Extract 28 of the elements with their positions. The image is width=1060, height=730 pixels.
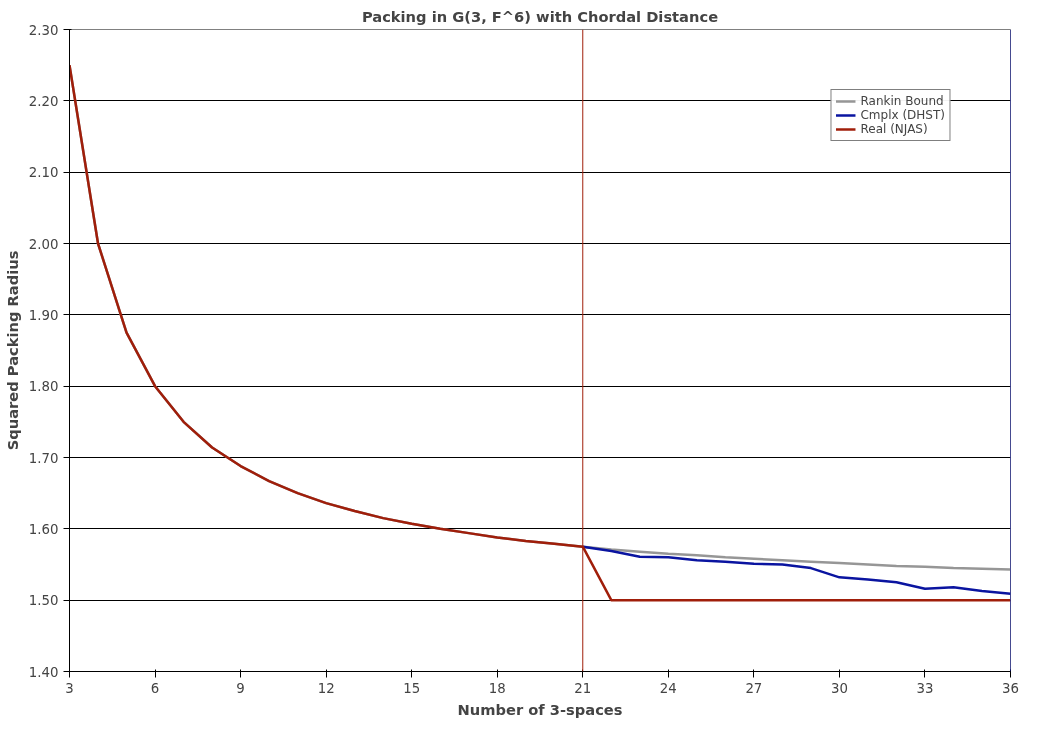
x-tick-label: 3 [65,680,74,696]
x-tick-label: 24 [659,680,677,696]
legend-label: Cmplx (DHST) [860,108,945,122]
x-tick-label: 6 [150,680,160,696]
y-tick-label: 1.40 [28,664,59,680]
y-tick-label: 1.80 [28,379,59,395]
y-tick-label: 2.30 [28,22,59,38]
y-tick-label: 1.60 [28,521,59,537]
chart-title: Packing in G(3, F^6) with Chordal Distance [361,7,719,25]
legend-label: Real (NJAS) [860,122,928,136]
y-tick-label: 1.70 [28,450,59,466]
x-tick-label: 36 [1002,680,1019,696]
x-axis-title: Number of 3-spaces [457,700,623,718]
x-tick-label: 27 [745,680,763,696]
y-tick-label: 1.90 [28,307,59,323]
y-tick-label: 1.50 [28,593,59,609]
x-tick-label: 33 [916,680,934,696]
y-axis-title: Squared Packing Radius [3,250,21,451]
x-tick-label: 9 [236,680,245,696]
y-tick-label: 2.00 [28,236,59,252]
y-tick-label: 2.10 [28,165,59,181]
x-tick-label: 30 [830,680,848,696]
legend-label: Rankin Bound [860,94,944,108]
x-tick-label: 18 [488,680,506,696]
y-tick-label: 2.20 [28,93,59,109]
x-tick-label: 12 [317,680,335,696]
x-tick-label: 15 [403,680,421,696]
x-tick-label: 21 [574,680,592,696]
